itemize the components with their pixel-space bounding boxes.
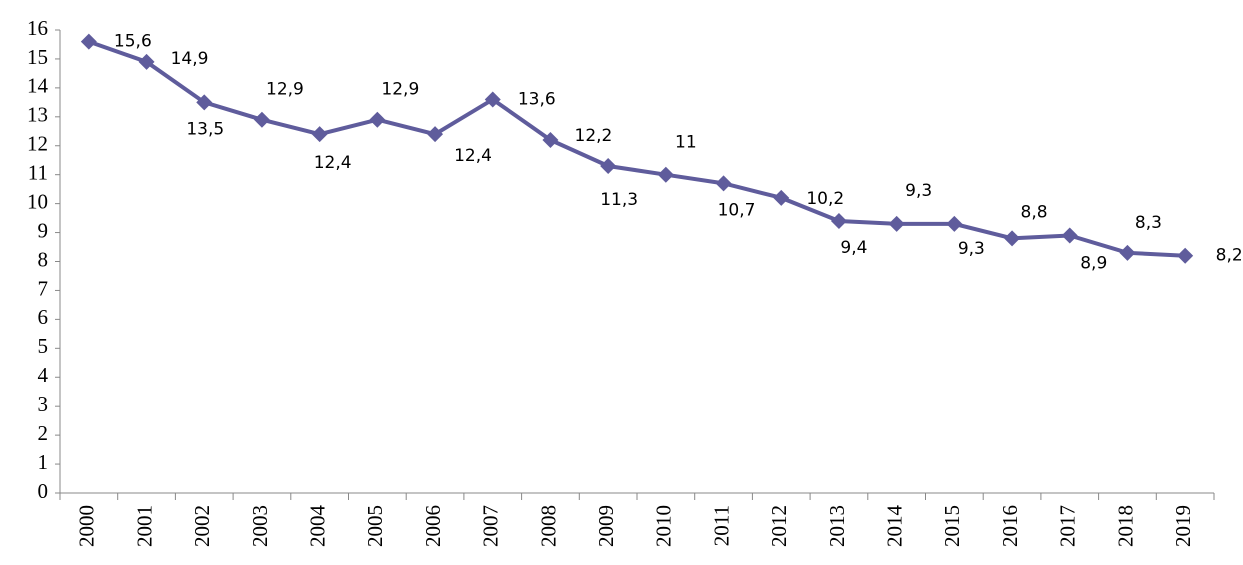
data-label: 10,7 (718, 200, 756, 220)
y-tick-label: 4 (38, 363, 49, 387)
y-tick-label: 5 (38, 334, 49, 358)
x-tick-label: 2004 (305, 505, 329, 548)
marker (1177, 247, 1194, 264)
x-tick-label: 2001 (132, 505, 156, 547)
x-tick-label: 2015 (940, 505, 964, 547)
x-tick-label: 2003 (248, 505, 272, 547)
line (88, 39, 1186, 258)
marker (1119, 244, 1136, 261)
y-tick-label: 6 (38, 305, 49, 329)
data-label: 9,3 (958, 239, 985, 259)
y-tick-label: 1 (38, 450, 49, 474)
data-label: 9,4 (840, 238, 867, 258)
y-tick-label: 8 (38, 247, 49, 271)
x-tick-label: 2019 (1171, 505, 1195, 547)
data-label: 13,6 (518, 89, 556, 109)
marker (1061, 227, 1078, 244)
data-label: 11 (675, 133, 697, 153)
marker (946, 215, 963, 232)
marker (196, 94, 213, 111)
y-tick-label: 10 (27, 189, 48, 213)
x-tick-label: 2008 (536, 505, 560, 547)
y-tick-label: 15 (27, 45, 48, 69)
marker (484, 91, 501, 108)
x-tick-label: 2014 (882, 505, 906, 548)
data-label: 12,4 (314, 153, 352, 173)
x-tick-label: 2018 (1113, 505, 1137, 547)
marker (311, 126, 328, 143)
marker (830, 212, 847, 229)
y-tick-label: 11 (28, 161, 48, 185)
data-label: 13,5 (186, 119, 224, 139)
marker (253, 111, 270, 128)
x-tick-label: 2013 (825, 505, 849, 547)
y-tick-label: 0 (38, 479, 49, 503)
y-tick-label: 2 (38, 421, 49, 445)
x-tick-label: 2006 (421, 505, 445, 547)
marker (888, 215, 905, 232)
x-tick-label: 2002 (190, 505, 214, 547)
data-label: 8,9 (1080, 253, 1107, 273)
y-tick-label: 12 (27, 132, 48, 156)
x-tick-label: 2010 (652, 505, 676, 547)
marker (427, 126, 444, 143)
y-tick-label: 13 (27, 103, 48, 127)
marker (542, 131, 559, 148)
x-tick-label: 2012 (767, 505, 791, 547)
data-label: 10,2 (806, 189, 844, 209)
data-label: 12,9 (266, 80, 304, 100)
x-tick-label: 2000 (75, 505, 99, 547)
x-tick-label: 2016 (998, 505, 1022, 547)
marker (138, 53, 155, 70)
x-tick-label: 2011 (709, 505, 733, 546)
marker (369, 111, 386, 128)
data-label: 9,3 (905, 181, 932, 201)
data-label: 8,3 (1135, 213, 1162, 233)
marker (773, 189, 790, 206)
x-tick-label: 2007 (479, 505, 503, 547)
data-label: 8,8 (1021, 202, 1048, 222)
data-label: 12,2 (575, 126, 613, 146)
data-label: 11,3 (600, 190, 638, 210)
data-label: 14,9 (171, 49, 209, 69)
data-label: 12,9 (381, 80, 419, 100)
marker (600, 158, 617, 175)
y-tick-label: 3 (38, 392, 49, 416)
x-tick-label: 2005 (363, 505, 387, 547)
y-tick-label: 14 (27, 74, 49, 98)
data-label: 8,2 (1216, 246, 1243, 266)
y-tick-label: 9 (38, 218, 49, 242)
marker (657, 166, 674, 183)
x-tick-label: 2017 (1056, 505, 1080, 547)
marker (80, 33, 97, 50)
y-tick-label: 16 (27, 16, 48, 40)
data-label: 15,6 (114, 32, 152, 52)
data-label: 12,4 (454, 146, 492, 166)
marker (1004, 230, 1021, 247)
x-tick-label: 2009 (594, 505, 618, 547)
marker (715, 175, 732, 192)
y-tick-label: 7 (38, 276, 49, 300)
